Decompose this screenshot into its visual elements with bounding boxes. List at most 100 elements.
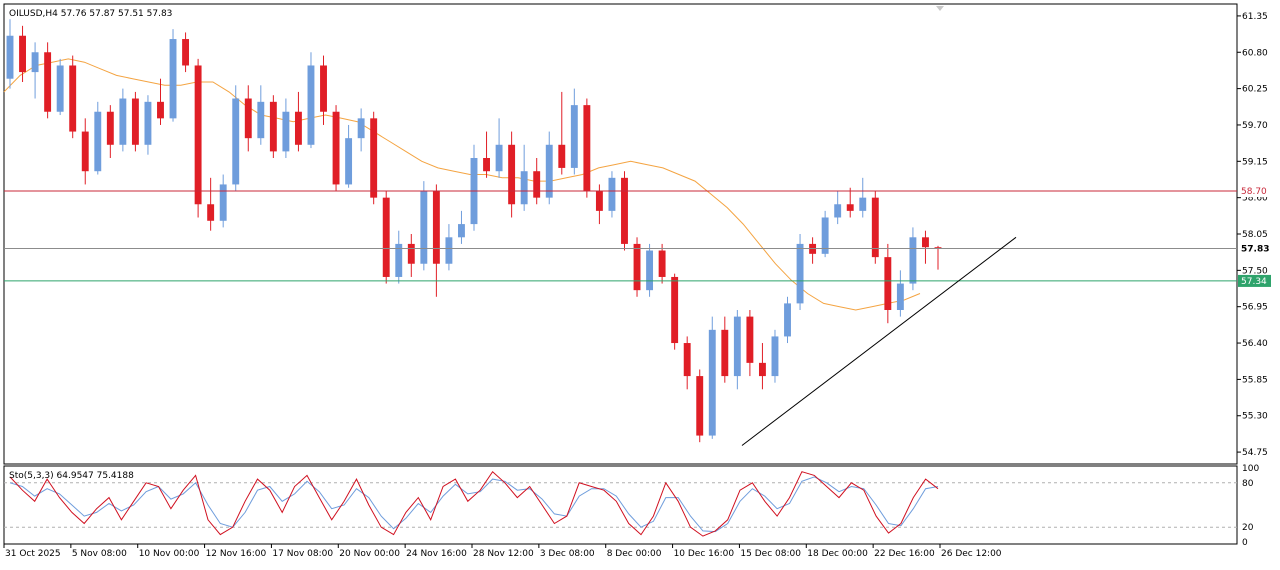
candle-body xyxy=(683,343,691,377)
candle-body xyxy=(144,101,152,145)
price-tick-label: 58.05 xyxy=(1242,230,1268,240)
price-tick-label: 56.95 xyxy=(1242,303,1268,313)
candle-body xyxy=(6,35,14,79)
candle-body xyxy=(44,52,52,112)
candle xyxy=(357,108,365,152)
hlines-layer xyxy=(4,190,1237,282)
candle xyxy=(483,131,490,178)
time-tick-label: 17 Nov 08:00 xyxy=(272,549,333,559)
time-tick-label: 20 Nov 00:00 xyxy=(339,549,400,559)
candle-body xyxy=(370,118,378,198)
candle xyxy=(508,131,516,218)
candle-body xyxy=(257,101,265,139)
price-tick-label: 57.50 xyxy=(1242,266,1268,276)
candle xyxy=(846,187,854,218)
candle-body xyxy=(696,376,704,436)
candle xyxy=(558,91,566,175)
stoch-tick-label: 100 xyxy=(1242,464,1259,474)
candle-body xyxy=(458,224,465,238)
candle xyxy=(746,310,754,377)
candle xyxy=(131,91,139,152)
candle-body xyxy=(758,362,766,377)
candle-body xyxy=(658,250,666,277)
oscillator-label: Sto(5,3,3) 64.9547 75.4188 xyxy=(9,471,134,481)
price-tick-label: 55.30 xyxy=(1242,412,1268,422)
candle xyxy=(320,55,327,125)
candle-body xyxy=(909,237,917,284)
candle xyxy=(307,52,315,149)
candle xyxy=(232,85,240,192)
oscillator-panel[interactable] xyxy=(3,465,1238,545)
candle xyxy=(194,58,202,218)
candle-body xyxy=(708,329,716,436)
candle xyxy=(922,230,929,264)
candle xyxy=(44,42,52,119)
candle-body xyxy=(157,101,164,119)
candle xyxy=(420,181,428,271)
candle-body xyxy=(583,105,591,192)
stoch-tick-label: 20 xyxy=(1242,523,1254,533)
time-axis: 31 Oct 2025 5 Nov 08:00 10 Nov 00:00 12 Nov… xyxy=(3,544,1002,559)
candle-body xyxy=(922,237,929,248)
scroll-marker-icon[interactable] xyxy=(936,6,944,11)
time-tick-label: 10 Dec 16:00 xyxy=(674,549,735,559)
candle-body xyxy=(896,283,904,310)
candle xyxy=(495,118,503,178)
candle-body xyxy=(884,257,892,310)
candle-body xyxy=(771,336,779,377)
candle-body xyxy=(859,197,867,211)
candle-body xyxy=(332,111,340,185)
candle xyxy=(583,98,591,198)
candle-body xyxy=(269,101,277,152)
candle-body xyxy=(721,329,729,377)
candle-body xyxy=(545,144,553,198)
candle xyxy=(207,177,215,231)
current-price-tag: 57.83 xyxy=(1241,245,1269,255)
candle-body xyxy=(420,191,428,264)
price-tick-label: 60.80 xyxy=(1242,48,1268,58)
candle xyxy=(157,78,164,125)
candle xyxy=(646,243,654,297)
candle xyxy=(458,210,465,244)
candle-body xyxy=(357,118,365,139)
candle xyxy=(683,336,691,390)
candle xyxy=(533,158,541,205)
price-axis: 61.35 60.80 60.25 59.70 59.15 58.60 58.05 57.50… xyxy=(1237,12,1268,458)
time-tick-label: 8 Dec 00:00 xyxy=(607,549,662,559)
candle-body xyxy=(621,177,628,244)
candle-body xyxy=(646,250,654,291)
candle xyxy=(182,32,190,73)
candle-body xyxy=(834,204,842,218)
candle-body xyxy=(846,204,854,211)
candle-body xyxy=(533,171,541,198)
candle-body xyxy=(508,144,516,205)
time-tick-label: 15 Dec 08:00 xyxy=(740,549,801,559)
time-tick-label: 31 Oct 2025 xyxy=(5,549,61,559)
candle xyxy=(395,230,403,284)
price-tick-label: 54.75 xyxy=(1242,448,1268,458)
trendline-layer xyxy=(741,236,1017,446)
candle-body xyxy=(81,131,89,172)
candle xyxy=(294,91,302,152)
candle-body xyxy=(570,105,578,168)
candle-body xyxy=(294,111,302,145)
main-chart-panel[interactable] xyxy=(3,3,1238,465)
candle-body xyxy=(483,158,490,172)
candle xyxy=(432,184,440,297)
candle-body xyxy=(131,98,139,145)
candle xyxy=(871,191,879,264)
candle xyxy=(169,29,177,122)
candle-body xyxy=(821,217,829,254)
candle xyxy=(81,118,89,185)
candle-body xyxy=(56,65,64,112)
trendline xyxy=(741,236,1017,446)
time-tick-label: 3 Dec 08:00 xyxy=(540,549,595,559)
candle xyxy=(545,131,553,205)
candle-body xyxy=(94,111,102,172)
support-price-tag: 57.34 xyxy=(1241,277,1267,287)
candle-body xyxy=(871,197,879,258)
candle xyxy=(834,191,842,225)
time-tick-label: 26 Dec 12:00 xyxy=(941,549,1002,559)
